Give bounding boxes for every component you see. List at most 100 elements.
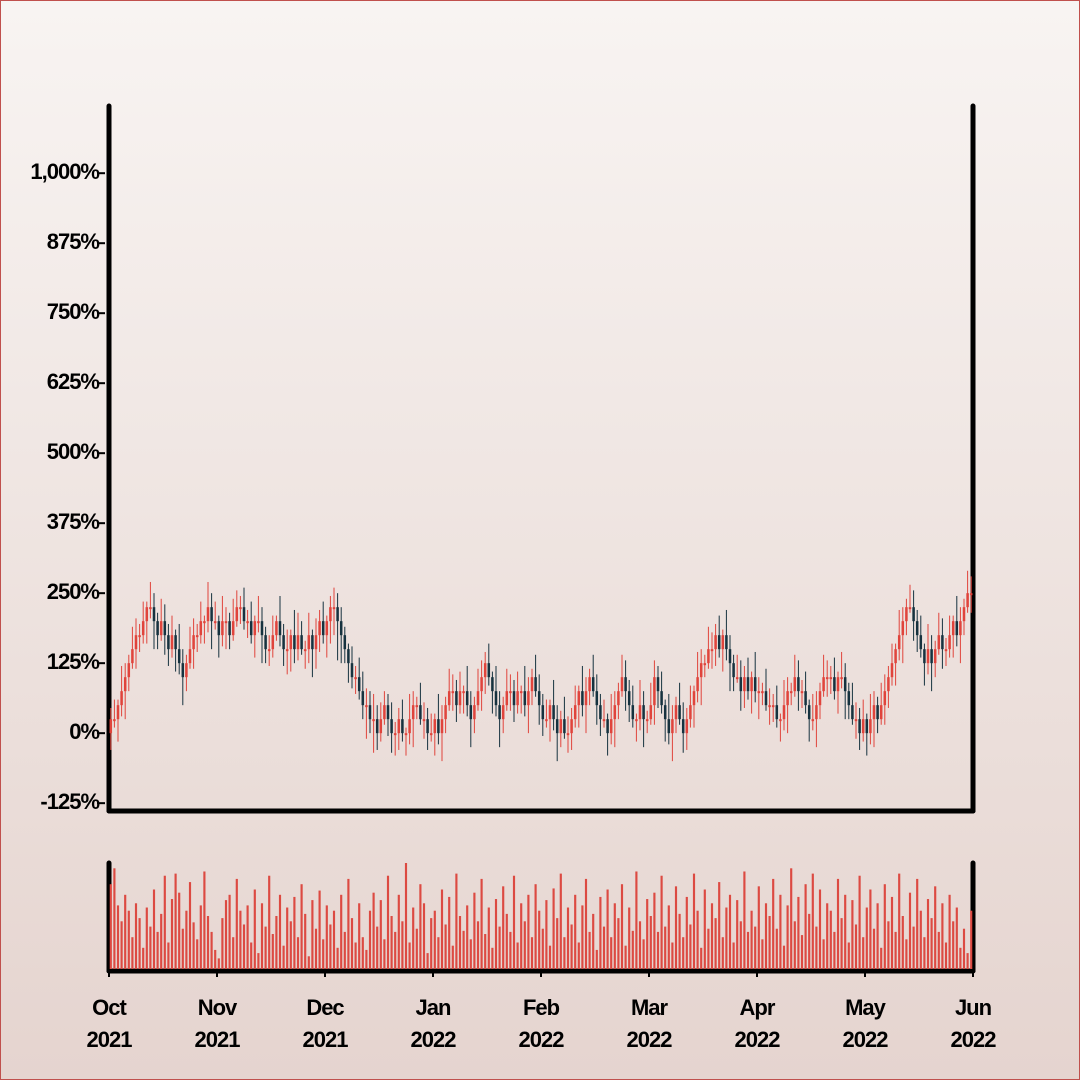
- volume-bar: [160, 913, 163, 969]
- candle-body: [735, 677, 739, 680]
- volume-bar: [332, 910, 336, 969]
- candle-body: [879, 705, 883, 720]
- volume-bar: [620, 884, 624, 969]
- candle-body: [393, 733, 397, 736]
- volume-bar: [566, 907, 570, 969]
- candle-body: [750, 677, 753, 692]
- volume-bar: [628, 907, 631, 969]
- candle-body: [422, 719, 426, 722]
- volume-bar: [138, 918, 141, 969]
- candle-body: [887, 677, 890, 692]
- volume-bar: [530, 937, 534, 969]
- candle-body: [181, 663, 185, 678]
- volume-bar: [473, 892, 476, 969]
- candle-body: [134, 635, 138, 650]
- candle-body: [509, 691, 512, 694]
- candle-body: [678, 705, 681, 720]
- candle-body: [559, 719, 563, 734]
- candle-body: [962, 607, 966, 622]
- candle-body: [174, 635, 177, 650]
- volume-bar: [588, 931, 591, 969]
- candle-body: [228, 621, 231, 636]
- volume-bar: [185, 910, 188, 969]
- candle-body: [235, 607, 239, 622]
- volume-bar: [872, 928, 876, 969]
- candle-body: [285, 649, 289, 652]
- volume-bar: [437, 937, 440, 969]
- volume-bar: [916, 878, 919, 969]
- volume-bar: [264, 926, 267, 969]
- candle-body: [656, 677, 660, 692]
- candle-body: [764, 691, 768, 706]
- volume-bar: [206, 916, 210, 969]
- volume-bar: [851, 900, 854, 969]
- candle-body: [336, 607, 339, 622]
- volume-bar: [282, 945, 285, 969]
- candle-body: [415, 705, 419, 708]
- candle-body: [242, 607, 246, 622]
- x-tick-label: 2022: [627, 1027, 673, 1052]
- volume-bar: [635, 871, 638, 969]
- volume-bar: [574, 894, 577, 969]
- candle-body: [408, 719, 411, 734]
- volume-bar: [347, 878, 350, 969]
- candle-body: [815, 705, 818, 720]
- volume-bar: [606, 889, 609, 969]
- candle-body: [152, 607, 156, 622]
- volume-bar: [494, 899, 498, 969]
- volume-bar: [188, 882, 192, 969]
- candle-body: [606, 719, 609, 734]
- volume-bar: [919, 910, 922, 969]
- volume-bar: [336, 947, 339, 969]
- candle-body: [120, 691, 123, 706]
- volume-bar: [826, 903, 829, 969]
- candle-body: [552, 705, 555, 720]
- candle-body: [908, 607, 912, 610]
- candle-body: [480, 677, 483, 692]
- volume-bar: [678, 913, 681, 969]
- volume-bar: [134, 903, 138, 969]
- candle-body: [725, 635, 728, 650]
- volume-bar: [149, 926, 152, 969]
- candle-body: [833, 677, 836, 692]
- candle-body: [401, 719, 404, 734]
- candle-body: [275, 621, 278, 636]
- candle-body: [710, 649, 714, 652]
- candle-body: [411, 705, 415, 720]
- volume-bar: [232, 937, 235, 969]
- volume-bar: [314, 928, 318, 969]
- candle-body: [293, 635, 296, 650]
- candle-body: [894, 649, 897, 664]
- candle-body: [332, 607, 336, 610]
- volume-bar: [793, 921, 796, 969]
- candle-body: [671, 719, 674, 734]
- x-tick-label: Jan: [416, 995, 451, 1020]
- volume-bar: [808, 913, 811, 969]
- candle-body: [948, 635, 951, 650]
- candle-body: [224, 621, 228, 624]
- volume-bar: [768, 916, 771, 969]
- candle-body: [617, 691, 620, 706]
- volume-bar: [631, 930, 634, 969]
- candle-body: [512, 691, 516, 706]
- volume-bar: [905, 939, 908, 969]
- candle-body: [451, 691, 455, 694]
- candle-body: [919, 635, 923, 650]
- volume-bar: [109, 884, 112, 969]
- volume-bar: [476, 921, 480, 969]
- candle-body: [771, 705, 775, 708]
- candle-body: [620, 677, 624, 692]
- volume-bar: [653, 892, 656, 969]
- volume-bar: [203, 871, 206, 969]
- candle-body: [246, 621, 249, 624]
- volume-bar: [300, 884, 303, 969]
- volume-bar: [350, 918, 354, 969]
- volume-bar: [671, 942, 674, 969]
- candle-body: [933, 649, 937, 664]
- volume-bar: [329, 924, 332, 969]
- candle-body: [185, 663, 188, 678]
- candle-body: [966, 593, 969, 608]
- volume-bar: [869, 889, 872, 969]
- candle-body: [447, 691, 451, 706]
